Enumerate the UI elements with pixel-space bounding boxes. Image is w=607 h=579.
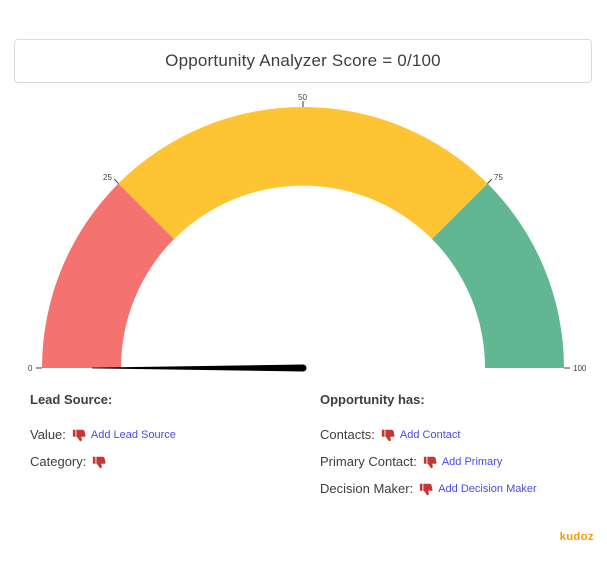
- gauge-tick-label-75: 75: [494, 173, 503, 182]
- primary-contact-label: Primary Contact:: [320, 454, 417, 469]
- gauge-tick-label-100: 100: [573, 364, 587, 373]
- gauge-segment-mid: [118, 107, 488, 240]
- thumbs-down-icon: [420, 483, 433, 495]
- lead-source-value-label: Value:: [30, 427, 66, 442]
- primary-contact-row: Primary Contact: Add Primary: [320, 454, 502, 469]
- add-decision-maker-link[interactable]: Add Decision Maker: [438, 482, 537, 495]
- thumbs-down-icon: [423, 456, 437, 468]
- gauge-tick-label-0: 0: [28, 364, 33, 373]
- decision-maker-row: Decision Maker: Add Decision Maker: [320, 481, 537, 496]
- gauge-needle-shape: [92, 364, 303, 372]
- gauge-tick-25: [113, 178, 119, 184]
- thumbs-down-icon: [93, 456, 106, 468]
- gauge-segment-high: [431, 183, 564, 368]
- lead-source-category-row: Category:: [30, 454, 111, 469]
- score-header: Opportunity Analyzer Score = 0/100: [14, 39, 592, 83]
- lead-source-category-label: Category:: [30, 454, 87, 469]
- decision-maker-label: Decision Maker:: [320, 481, 414, 496]
- add-lead-source-link[interactable]: Add Lead Source: [90, 428, 176, 441]
- add-primary-link[interactable]: Add Primary: [441, 455, 503, 468]
- lead-source-title: Lead Source:: [30, 392, 113, 407]
- add-contact-link[interactable]: Add Contact: [399, 428, 461, 441]
- brand-logo: kudoz: [559, 531, 594, 543]
- contacts-row: Contacts: Add Contact: [320, 427, 460, 442]
- gauge-tick-75: [487, 178, 493, 184]
- gauge-needle-hub: [299, 364, 307, 372]
- gauge-needle: [92, 364, 307, 372]
- thumbs-down-icon: [381, 429, 395, 441]
- gauge-tick-label-25: 25: [103, 173, 112, 182]
- score-title: Opportunity Analyzer Score = 0/100: [165, 51, 441, 70]
- gauge-segment-low: [42, 183, 175, 368]
- contacts-label: Contacts:: [320, 427, 375, 442]
- lead-source-value-row: Value: Add Lead Source: [30, 427, 176, 442]
- thumbs-down-icon: [72, 429, 86, 441]
- gauge-tick-label-50: 50: [298, 93, 307, 102]
- opportunity-title: Opportunity has:: [320, 392, 425, 407]
